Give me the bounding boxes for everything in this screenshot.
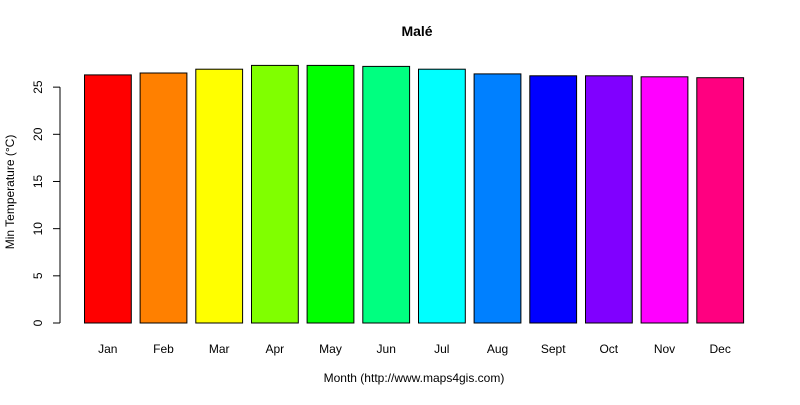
bars bbox=[84, 64, 745, 324]
y-tick-label-5: 5 bbox=[31, 272, 45, 279]
y-tick-label-10: 10 bbox=[31, 222, 45, 236]
y-tick-label-25: 25 bbox=[31, 80, 45, 94]
x-tick-label-nov: Nov bbox=[654, 342, 675, 356]
bar-oct bbox=[585, 75, 633, 324]
bar-jul bbox=[418, 68, 466, 324]
x-tick-label-jun: Jun bbox=[377, 342, 396, 356]
x-tick-label-may: May bbox=[319, 342, 342, 356]
x-tick-label-dec: Dec bbox=[710, 342, 731, 356]
y-tick-label-0: 0 bbox=[31, 319, 45, 326]
bar-mar bbox=[195, 68, 244, 324]
x-tick-label-jan: Jan bbox=[98, 342, 117, 356]
y-axis-label: Min Temperature (°C) bbox=[3, 135, 17, 250]
bar-may bbox=[306, 64, 355, 324]
y-axis: 0 5 10 15 20 25 bbox=[31, 80, 61, 326]
x-tick-label-aug: Aug bbox=[487, 342, 508, 356]
y-tick-label-20: 20 bbox=[31, 127, 45, 141]
x-axis-label: Month (http://www.maps4gis.com) bbox=[324, 371, 505, 385]
bar-jan bbox=[84, 74, 132, 324]
y-tick-label-15: 15 bbox=[31, 175, 45, 189]
bar-feb bbox=[139, 72, 188, 324]
bar-jun bbox=[362, 65, 411, 324]
bar-aug bbox=[473, 73, 522, 324]
x-tick-label-sept: Sept bbox=[541, 342, 566, 356]
x-tick-label-mar: Mar bbox=[209, 342, 230, 356]
bar-sept bbox=[529, 75, 578, 324]
x-axis-tick-labels: Jan Feb Mar Apr May Jun Jul Aug Sept Oct Nov Dec bbox=[98, 342, 731, 356]
bar-nov bbox=[640, 76, 689, 324]
x-tick-label-jul: Jul bbox=[434, 342, 449, 356]
chart-title: Malé bbox=[401, 23, 432, 39]
x-tick-label-oct: Oct bbox=[599, 342, 618, 356]
bar-dec bbox=[696, 77, 745, 324]
bar-apr bbox=[251, 64, 299, 324]
x-tick-label-apr: Apr bbox=[265, 342, 284, 356]
x-tick-label-feb: Feb bbox=[153, 342, 174, 356]
